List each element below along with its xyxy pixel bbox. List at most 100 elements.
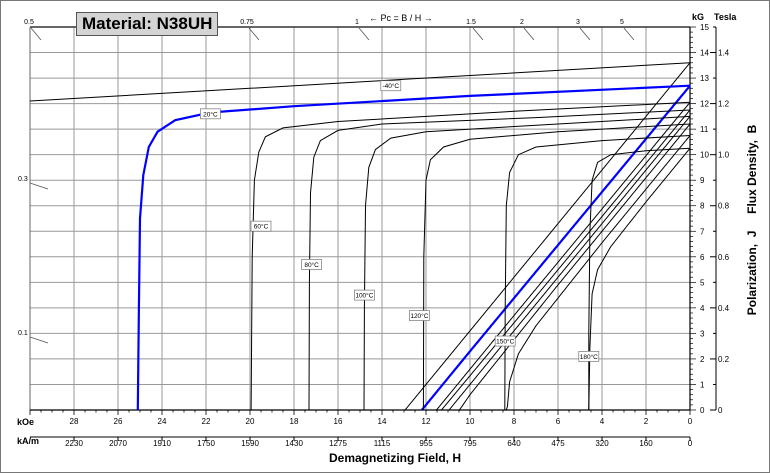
curve-label: 120°C <box>410 312 428 320</box>
permeance-value-label: 0.75 <box>240 19 254 26</box>
x-tick-label-kam: 1750 <box>197 439 215 448</box>
permeance-mark <box>623 27 635 41</box>
x-tick-label-kam: 2070 <box>109 439 127 448</box>
x-tick-label-kam: 1910 <box>153 439 171 448</box>
intrinsic-curve-180c <box>588 147 691 410</box>
x-tick-label-koe: 10 <box>466 417 475 426</box>
x-tick-label-koe: 4 <box>600 417 605 426</box>
curve-label-box <box>301 259 322 270</box>
permeance-mark <box>472 27 484 41</box>
intrinsic-curve-minus40c <box>29 62 691 102</box>
x-tick-label-kam: 955 <box>419 439 433 448</box>
x-tick-label-kam: 795 <box>463 439 477 448</box>
curve-label: 60°C <box>254 223 269 231</box>
x-tick-label-koe: 24 <box>158 417 167 426</box>
y-tick-label-kg: 10 <box>700 151 709 160</box>
arrow-left-icon: ← <box>369 13 378 23</box>
permeance-mark <box>579 27 591 41</box>
x-tick-label-koe: 28 <box>70 417 79 426</box>
permeance-value-label: 0.1 <box>18 330 28 337</box>
permeance-formula: Pc = B / H <box>380 13 422 23</box>
permeance-value-label: 0.5 <box>24 19 34 26</box>
y-tick-label-tesla: 0.2 <box>718 355 730 364</box>
x-unit-koe: kOe <box>17 417 35 427</box>
x-tick-label-koe: 12 <box>422 417 431 426</box>
x-tick-label-koe: 20 <box>246 417 255 426</box>
y-tick-label-kg: 11 <box>700 125 709 134</box>
x-tick-label-kam: 0 <box>688 439 693 448</box>
normal-curve-100c <box>447 116 691 411</box>
x-tick-label-koe: 8 <box>512 417 517 426</box>
y-tick-label-tesla: 1.0 <box>718 151 730 160</box>
y-tick-label-kg: 8 <box>700 202 705 211</box>
normal-curve-150c <box>505 135 691 411</box>
intrinsic-curve-80c <box>308 109 691 411</box>
curve-label-box <box>494 335 516 347</box>
x-tick-label-kam: 475 <box>551 439 565 448</box>
x-tick-label-koe: 2 <box>644 417 649 426</box>
x-tick-label-koe: 14 <box>378 417 387 426</box>
x-tick-label-kam: 640 <box>507 439 521 448</box>
permeance-mark <box>248 27 260 41</box>
curve-label: 180°C <box>580 353 598 361</box>
y-tick-label-kg: 5 <box>700 278 705 287</box>
y-tick-label-kg: 3 <box>700 329 705 338</box>
permeance-mark <box>30 27 42 41</box>
curve-label-box <box>250 220 272 232</box>
intrinsic-curve-150c <box>504 135 691 411</box>
curve-label-box <box>354 289 375 301</box>
x-tick-label-kam: 160 <box>639 439 653 448</box>
curve-label: 80°C <box>304 261 319 269</box>
x-tick-label-kam: 1430 <box>285 439 303 448</box>
permeance-mark <box>29 182 49 190</box>
permeance-mark <box>523 27 535 41</box>
y-axis-title: Polarization, J Flux Density, B <box>745 124 759 316</box>
x-tick-label-koe: 6 <box>556 417 561 426</box>
y-unit-tesla: Tesla <box>714 12 737 22</box>
x-tick-label-kam: 1115 <box>374 439 391 448</box>
y-tick-label-tesla: 1.4 <box>718 49 730 58</box>
y-tick-label-tesla: 0.4 <box>718 304 730 313</box>
permeance-value-label: 0.3 <box>18 176 28 183</box>
permeance-value-label: 1.5 <box>466 19 476 26</box>
x-tick-label-kam: 1590 <box>241 439 259 448</box>
permeance-value-label: 3 <box>576 19 580 26</box>
y-tick-label-kg: 7 <box>700 227 705 236</box>
y-tick-label-tesla: 0.6 <box>718 253 730 262</box>
permeance-value-label: 1 <box>355 19 359 26</box>
normal-curve-180c <box>588 147 691 411</box>
permeance-mark <box>29 336 49 344</box>
normal-curve-80c <box>441 109 691 411</box>
curve-label: -40°C <box>382 82 399 90</box>
x-unit-kam: kA/m <box>17 436 40 446</box>
permeance-value-label: 5 <box>620 19 624 26</box>
x-tick-label-kam: 1275 <box>329 439 347 448</box>
curve-label-box <box>578 351 600 362</box>
y-tick-label-kg: 6 <box>700 253 705 262</box>
intrinsic-curve-120c <box>422 123 691 411</box>
y-tick-label-kg: 2 <box>700 355 705 364</box>
arrow-right-icon: → <box>423 13 433 23</box>
intrinsic-curve-20c <box>136 84 691 411</box>
x-axis-title: Demagnetizing Field, H <box>328 451 461 465</box>
x-tick-label-koe: 26 <box>114 417 123 426</box>
y-tick-label-kg: 14 <box>700 49 709 58</box>
permeance-label: ← Pc = B / H → <box>369 13 433 23</box>
y-tick-label-kg: 12 <box>700 100 709 109</box>
curve-label-box <box>200 108 221 120</box>
y-tick-label-kg: 4 <box>700 304 705 313</box>
y-tick-label-kg: 9 <box>700 176 705 185</box>
curve-label-box <box>409 310 430 321</box>
curve-label: 150°C <box>496 338 514 346</box>
x-tick-label-kam: 320 <box>595 439 609 448</box>
y-unit-kg: kG <box>692 12 705 22</box>
y-tick-label-tesla: 1.2 <box>718 100 730 109</box>
y-tick-label-tesla: 0.8 <box>718 202 730 211</box>
x-tick-label-koe: 18 <box>290 417 299 426</box>
x-tick-label-kam: 2230 <box>65 439 83 448</box>
normal-curve-20c <box>420 85 691 411</box>
normal-curve-minus40c <box>403 62 691 411</box>
x-tick-label-koe: 22 <box>202 417 211 426</box>
y-tick-label-kg: 1 <box>700 380 705 389</box>
